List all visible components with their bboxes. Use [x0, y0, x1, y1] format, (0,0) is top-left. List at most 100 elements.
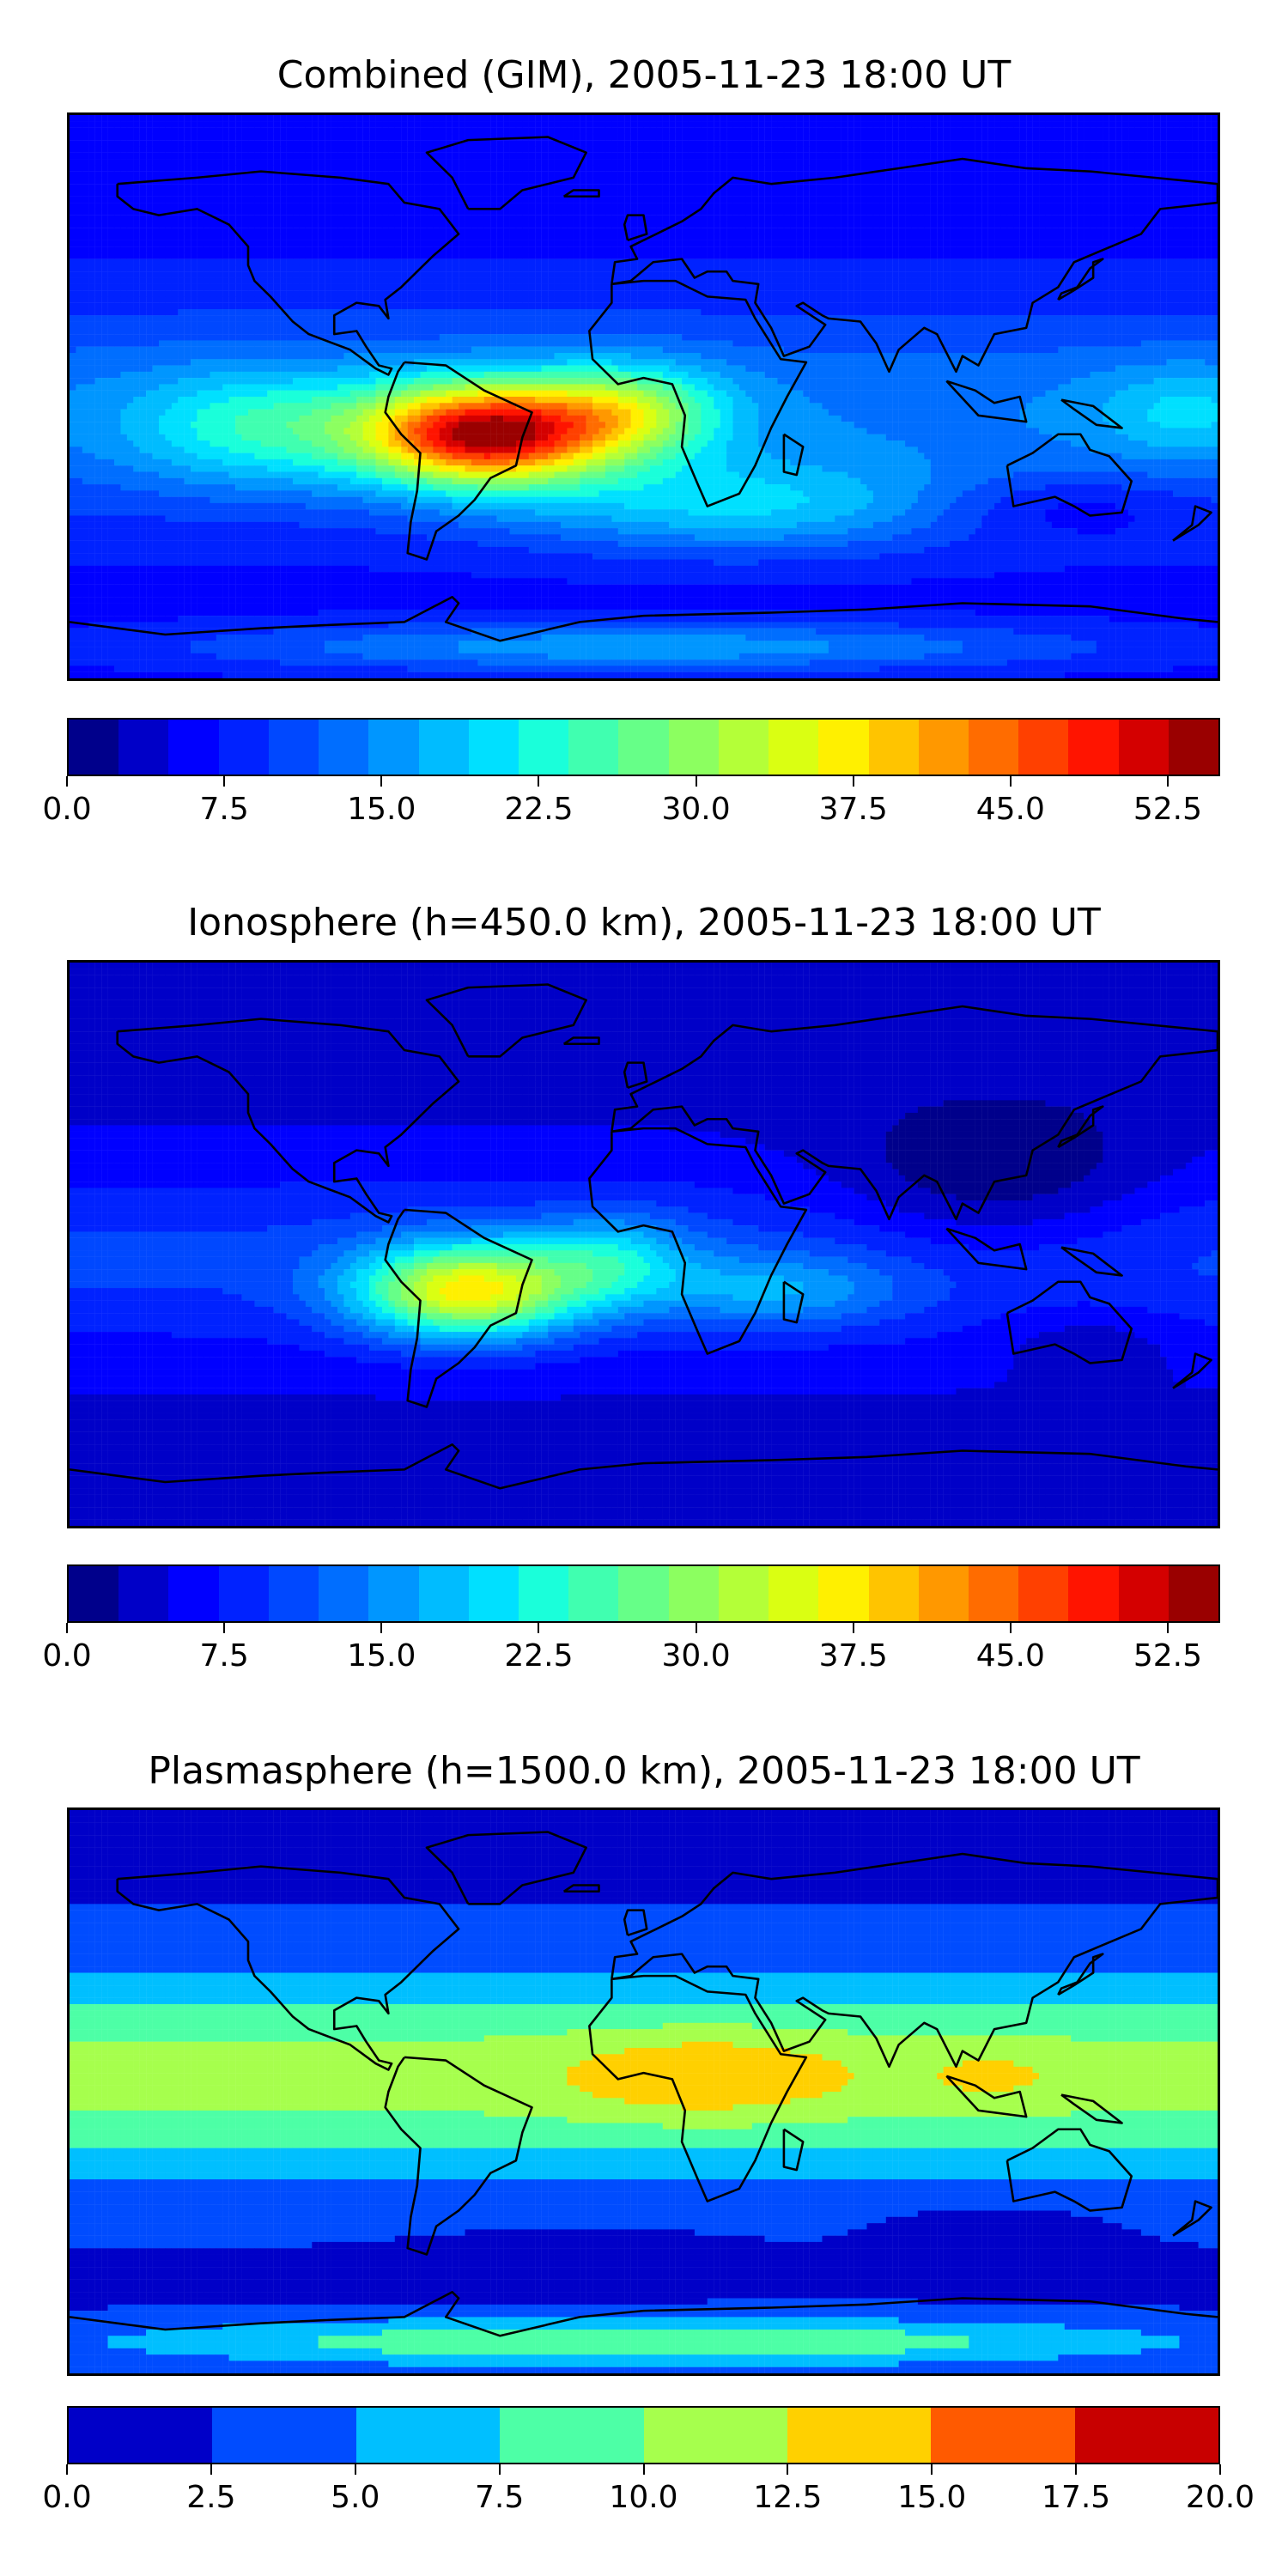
colorbar-tick-label: 37.5	[819, 792, 888, 827]
colorbar-segment	[518, 1566, 569, 1621]
colorbar-segment	[319, 720, 369, 775]
coastline	[945, 2075, 1028, 2118]
coastline	[116, 1865, 460, 2071]
colorbar-segment	[500, 2408, 644, 2463]
coastline	[384, 1208, 533, 1408]
colorbar-segment	[769, 1566, 819, 1621]
panel-3-colorbar-ticks: 0.0 2.5 5.0 7.5 10.0 12.5 15.0 17.5 20.0	[42, 2464, 1255, 2516]
colorbar-segment	[568, 1566, 619, 1621]
coastline	[623, 1061, 648, 1089]
colorbar-segment	[918, 720, 969, 775]
coastline	[1005, 1280, 1133, 1364]
coastline	[562, 1884, 600, 1893]
colorbar-segment	[1168, 1566, 1219, 1621]
coastline	[425, 136, 587, 210]
colorbar-tick-label: 22.5	[504, 792, 573, 827]
colorbar-segment	[118, 1566, 169, 1621]
colorbar-tick-label: 45.0	[976, 1638, 1045, 1674]
panel-1-colorbar	[67, 718, 1220, 776]
colorbar-segment	[643, 2408, 787, 2463]
colorbar-tick-label: 7.5	[475, 2480, 524, 2515]
colorbar-segment	[568, 720, 619, 775]
colorbar-segment	[668, 720, 719, 775]
colorbar-segment	[168, 1566, 219, 1621]
colorbar-segment	[818, 720, 869, 775]
colorbar-tick-label: 7.5	[199, 1638, 248, 1674]
panel-1-colorbar-ticks: 0.0 7.5 15.0 22.5 30.0 37.5 45.0 52.5	[42, 776, 1220, 828]
colorbar-segment	[968, 1566, 1019, 1621]
coastline	[623, 214, 648, 241]
colorbar-segment	[212, 2408, 356, 2463]
coastline	[945, 380, 1028, 423]
colorbar-segment	[518, 720, 569, 775]
colorbar-tick-label: 0.0	[42, 1638, 91, 1674]
colorbar-tick-label: 17.5	[1042, 2480, 1110, 2515]
coastline	[425, 983, 587, 1058]
colorbar-segment	[931, 2408, 1075, 2463]
panel-3-tec-field	[70, 1810, 1218, 2373]
colorbar-segment	[168, 720, 219, 775]
colorbar-tick-label: 22.5	[504, 1638, 573, 1674]
colorbar-segment	[1018, 1566, 1069, 1621]
colorbar-tick-label: 30.0	[661, 792, 730, 827]
coastline	[562, 1036, 600, 1046]
colorbar-segment	[718, 720, 769, 775]
panel-3-map	[67, 1807, 1220, 2376]
colorbar-segment	[368, 1566, 419, 1621]
colorbar-segment	[918, 1566, 969, 1621]
colorbar-segment	[1068, 1566, 1119, 1621]
colorbar-segment	[618, 720, 669, 775]
coastline	[611, 1852, 1218, 2069]
colorbar-segment	[787, 2408, 932, 2463]
coastline	[384, 361, 533, 561]
colorbar-segment	[668, 1566, 719, 1621]
colorbar-segment	[69, 1566, 119, 1621]
colorbar-segment	[1018, 720, 1069, 775]
coastline	[1172, 1352, 1212, 1389]
colorbar-segment	[618, 1566, 669, 1621]
colorbar-tick-label: 30.0	[661, 1638, 730, 1674]
colorbar-tick-label: 52.5	[1133, 792, 1202, 827]
colorbar-segment	[69, 2408, 213, 2463]
colorbar-segment	[218, 1566, 269, 1621]
panel-1-map	[67, 112, 1220, 681]
colorbar-tick-label: 15.0	[347, 792, 416, 827]
colorbar-segment	[355, 2408, 501, 2463]
colorbar-segment	[368, 720, 419, 775]
coastline	[1172, 2200, 1212, 2237]
panel-2-map	[67, 960, 1220, 1528]
colorbar-tick-label: 15.0	[897, 2480, 966, 2515]
colorbar-tick-label: 0.0	[42, 792, 91, 827]
panel-3-title: Plasmasphere (h=1500.0 km), 2005-11-23 1…	[0, 1749, 1288, 1794]
colorbar-segment	[268, 720, 319, 775]
colorbar-segment	[1118, 1566, 1169, 1621]
colorbar-segment	[868, 720, 919, 775]
panel-1-title: Combined (GIM), 2005-11-23 18:00 UT	[0, 53, 1288, 98]
coastline	[1005, 433, 1133, 517]
colorbar-segment	[268, 1566, 319, 1621]
coastlines	[70, 983, 1218, 1490]
coastline	[425, 1831, 587, 1905]
coastline	[1060, 2093, 1123, 2124]
panel-2-title: Ionosphere (h=450.0 km), 2005-11-23 18:0…	[0, 901, 1288, 945]
coastlines	[70, 136, 1218, 642]
colorbar-tick-label: 10.0	[609, 2480, 677, 2515]
panel-3-colorbar	[67, 2406, 1220, 2464]
panel-2-colorbar	[67, 1564, 1220, 1623]
colorbar-segment	[69, 720, 119, 775]
colorbar-segment	[968, 720, 1019, 775]
colorbar-tick-label: 52.5	[1133, 1638, 1202, 1674]
coastline	[1057, 1105, 1104, 1149]
coastline	[588, 279, 808, 507]
coastline	[1060, 398, 1123, 429]
colorbar-segment	[868, 1566, 919, 1621]
colorbar-tick-label: 12.5	[753, 2480, 822, 2515]
colorbar-tick-label: 2.5	[186, 2480, 235, 2515]
coastline	[116, 1018, 460, 1224]
colorbar-segment	[1168, 720, 1219, 775]
coastline	[611, 1005, 1218, 1221]
coastline	[70, 1443, 1218, 1490]
colorbar-segment	[718, 1566, 769, 1621]
coastline	[782, 433, 805, 477]
coastline	[623, 1909, 648, 1936]
